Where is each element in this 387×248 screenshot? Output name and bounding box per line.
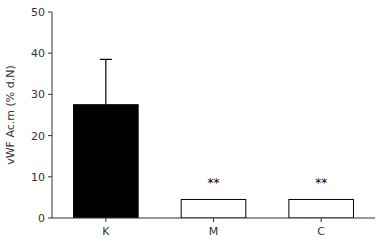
error-cap bbox=[100, 59, 112, 60]
y-tick-label: 40 bbox=[31, 47, 45, 60]
y-tick bbox=[48, 135, 52, 136]
y-tick-label: 20 bbox=[31, 130, 45, 143]
x-tick bbox=[213, 218, 214, 222]
y-axis bbox=[52, 12, 53, 218]
significance-marker: ** bbox=[208, 176, 220, 190]
y-tick bbox=[48, 53, 52, 54]
error-line bbox=[105, 59, 106, 146]
significance-marker: ** bbox=[315, 176, 327, 190]
error-bar bbox=[100, 59, 112, 146]
bars bbox=[74, 59, 354, 218]
error-cap bbox=[100, 145, 112, 146]
y-tick bbox=[48, 94, 52, 95]
x-tick-label: K bbox=[102, 225, 110, 238]
bar bbox=[289, 199, 354, 218]
y-tick bbox=[48, 218, 52, 219]
chart-svg: 0 10 20 30 40 50 K M C ** ** vWF Ac.m (% d.N) bbox=[0, 0, 387, 248]
y-tick-label: 0 bbox=[38, 212, 45, 225]
y-tick-label: 10 bbox=[31, 171, 45, 184]
chart-container: 0 10 20 30 40 50 K M C ** ** vWF Ac.m (% d.N) bbox=[0, 0, 387, 248]
y-tick-label: 30 bbox=[31, 88, 45, 101]
x-tick-label: M bbox=[209, 225, 219, 238]
x-tick-label: C bbox=[317, 225, 325, 238]
y-axis-label: vWF Ac.m (% d.N) bbox=[4, 65, 17, 165]
bar bbox=[181, 199, 246, 218]
y-tick bbox=[48, 12, 52, 13]
x-tick bbox=[105, 218, 106, 222]
y-tick bbox=[48, 176, 52, 177]
y-tick-label: 50 bbox=[31, 6, 45, 19]
x-tick bbox=[321, 218, 322, 222]
